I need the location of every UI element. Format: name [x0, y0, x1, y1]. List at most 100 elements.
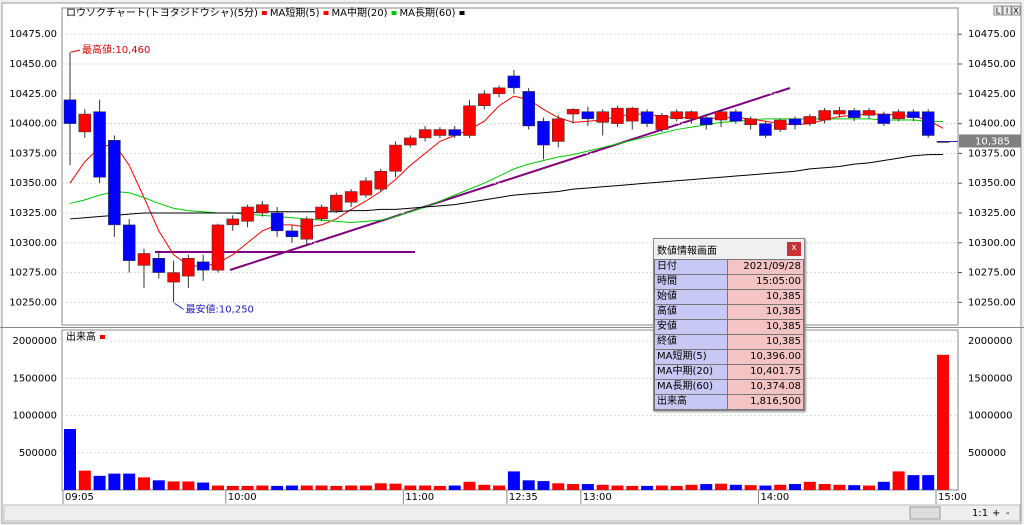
- candle-body: [714, 111, 728, 121]
- last-price-label: 10,385: [975, 136, 1010, 147]
- volume-bar: [744, 485, 757, 490]
- window-button[interactable]: [1011, 5, 1021, 16]
- volume-bar: [937, 354, 949, 490]
- legend-entry: MA短期(5): [270, 6, 320, 19]
- volume-bar: [123, 473, 136, 490]
- info-value: 10,385: [727, 289, 804, 305]
- zoom-slider[interactable]: [909, 506, 941, 520]
- info-value: 10,385: [727, 334, 804, 350]
- window-button-label: I: [1006, 7, 1008, 16]
- volume-bar: [877, 481, 890, 490]
- volume-bar: [833, 484, 846, 490]
- candle-body: [626, 107, 639, 122]
- candle-body: [537, 120, 550, 146]
- last-price-box: [959, 134, 1021, 148]
- y-tick-label: 10475.00: [9, 29, 57, 40]
- x-tick-label: 15:00: [938, 492, 967, 503]
- candle-body: [448, 129, 461, 136]
- info-key: 出来高: [654, 394, 728, 410]
- y-tick-label-right: 10350.00: [968, 178, 1016, 189]
- candle-body: [744, 118, 757, 126]
- candle-body: [330, 194, 343, 211]
- x-tick-label: 11:00: [405, 492, 434, 503]
- zoom-out[interactable]: -: [1006, 508, 1010, 519]
- close-button[interactable]: x: [787, 242, 801, 256]
- legend-marker: [459, 11, 465, 15]
- candle-body: [862, 110, 876, 116]
- candle-body: [877, 113, 891, 124]
- x-tick-label: 14:00: [760, 492, 789, 503]
- candle-body: [655, 115, 669, 130]
- volume-bar: [774, 484, 787, 490]
- legend-marker: [100, 335, 105, 339]
- y-tick-label-right: 1000000: [968, 411, 1013, 422]
- zoom-in[interactable]: +: [992, 508, 1000, 519]
- zoom-label: 1:1: [972, 508, 988, 519]
- info-row: 終値 10,385: [654, 334, 804, 350]
- volume-bar: [463, 481, 476, 490]
- y-tick-label: 10250.00: [9, 297, 57, 308]
- volume-bar: [700, 484, 713, 490]
- candle-body: [63, 99, 77, 124]
- volume-bar: [167, 481, 180, 490]
- candle-body: [907, 111, 920, 118]
- legend-entry: MA長期(60): [400, 7, 456, 19]
- info-key: 日付: [654, 259, 728, 275]
- candle-body: [773, 119, 787, 130]
- window-button[interactable]: [993, 5, 1003, 16]
- volume-bar: [241, 485, 254, 490]
- candle-body: [492, 87, 506, 95]
- volume-bar: [507, 471, 520, 490]
- info-header: 数値情報画面 x: [654, 239, 804, 259]
- chart-title: ロウソクチャート(トヨタジドウシャ)(5分): [66, 7, 258, 19]
- y-tick-label-right: 10300.00: [968, 238, 1016, 249]
- window-button-label: X: [1013, 7, 1019, 16]
- annotation-arrow: [70, 49, 81, 53]
- candle-body: [522, 91, 535, 127]
- candle-body: [611, 107, 624, 124]
- volume-bar: [789, 484, 802, 490]
- info-row: MA中期(20) 10,401.75: [654, 364, 804, 380]
- volume-bar: [256, 485, 269, 490]
- scrollbar[interactable]: [3, 504, 1021, 522]
- volume-bar: [670, 485, 683, 490]
- info-value: 10,374.08: [727, 379, 804, 395]
- low-annotation: 最安値:10,250: [186, 302, 254, 315]
- volume-bar: [493, 485, 506, 490]
- volume-bar: [892, 471, 905, 490]
- window-button[interactable]: [1002, 5, 1012, 16]
- info-value: 1,816,500: [727, 394, 804, 410]
- volume-bar: [64, 428, 76, 490]
- volume-bar: [78, 470, 91, 490]
- y-tick-label-right: 10250.00: [968, 297, 1016, 308]
- candle-body: [818, 110, 831, 121]
- info-row: 日付 2021/09/28: [654, 259, 804, 275]
- price-pane: [61, 7, 959, 326]
- y-tick-label: 10325.00: [9, 208, 57, 219]
- x-tick-label: 13:00: [583, 492, 612, 503]
- candle-body: [581, 111, 595, 120]
- candle-body: [300, 218, 313, 240]
- info-value: 10,401.75: [727, 364, 804, 380]
- volume-bar: [433, 485, 446, 490]
- volume-bar: [419, 485, 432, 490]
- y-tick-label-right: 2000000: [968, 336, 1013, 347]
- candle-body: [182, 258, 195, 277]
- legend-marker: [261, 11, 267, 15]
- y-tick-label: 1000000: [12, 411, 57, 422]
- volume-bar: [359, 485, 372, 490]
- volume-bar: [404, 485, 417, 490]
- y-tick-label: 10450.00: [9, 59, 57, 70]
- candle-body: [418, 129, 432, 139]
- candle-body: [552, 118, 565, 142]
- legend-entry: MA中期(20): [332, 6, 388, 19]
- volume-pane: [61, 329, 959, 491]
- candle-body: [359, 180, 373, 196]
- volume-bar: [226, 485, 239, 490]
- candle-body: [921, 111, 935, 136]
- y-tick-label-right: 10325.00: [968, 208, 1016, 219]
- volume-bar: [641, 485, 654, 490]
- x-tick-label: 12:35: [509, 492, 538, 503]
- volume-bar: [108, 473, 121, 490]
